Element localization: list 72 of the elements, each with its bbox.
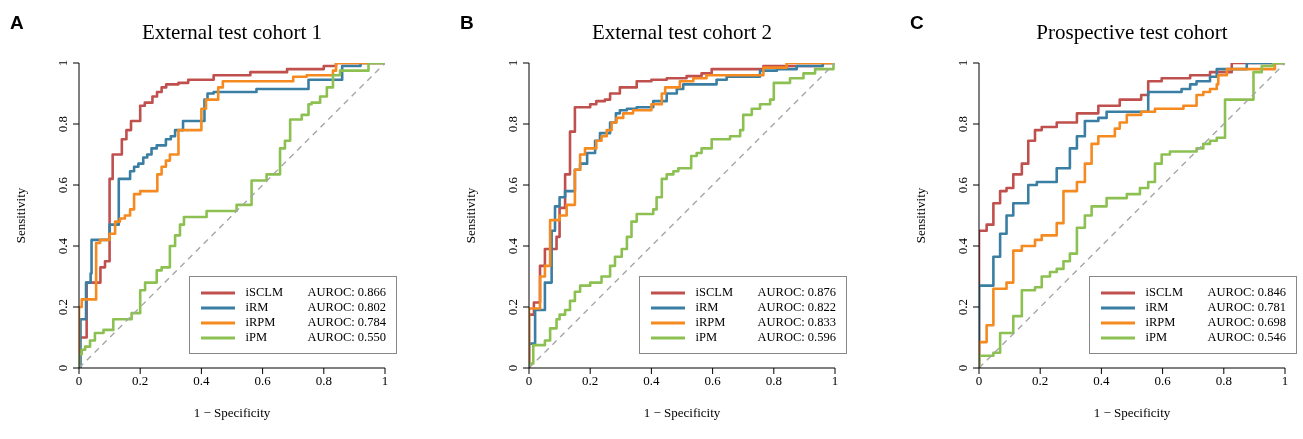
annotation: AUROC: 0.876	[757, 285, 836, 300]
annotation: AUROC: 0.698	[1207, 315, 1286, 330]
x-axis-title: 1 − Specificity	[643, 405, 721, 420]
text: A	[10, 12, 24, 34]
annotation: AUROC: 0.833	[757, 315, 836, 330]
x-tick-label: 0	[975, 373, 983, 389]
y-tick-label: 0.2	[55, 298, 70, 316]
y-tick-label: 0.4	[955, 237, 970, 255]
legend-label: iRM	[695, 300, 720, 315]
chart-title: Prospective test cohort	[1035, 20, 1229, 45]
x-tick-label: 0.8	[765, 373, 782, 389]
y-tick-label: 0.2	[955, 298, 970, 316]
y-tick-label: 0.6	[55, 176, 70, 194]
annotation: AUROC: 0.846	[1207, 285, 1286, 300]
x-tick-label: 0.2	[582, 373, 599, 389]
y-axis-title: Sensitivity	[912, 187, 928, 244]
x-tick-label: 1	[381, 373, 389, 389]
legend-label: iPM	[1145, 330, 1169, 345]
annotation: AUROC: 0.596	[757, 330, 836, 345]
y-tick-label: 0.4	[55, 237, 70, 255]
y-tick-label: 0.8	[55, 115, 70, 133]
y-axis-title: Sensitivity	[12, 187, 28, 244]
annotation: AUROC: 0.802	[307, 300, 386, 315]
x-tick-label: 1	[1281, 373, 1289, 389]
y-tick-label: 1	[505, 59, 520, 67]
y-tick-label: 0.6	[955, 176, 970, 194]
y-tick-label: 1	[955, 59, 970, 67]
x-tick-label: 0.2	[132, 373, 149, 389]
y-tick-label: 0	[505, 364, 520, 372]
y-axis-title: Sensitivity	[462, 187, 478, 244]
x-tick-label: 0	[525, 373, 533, 389]
y-tick-label: 1	[55, 59, 70, 67]
chart-title: External test cohort 1	[140, 20, 324, 45]
y-tick-label: 0.8	[505, 115, 520, 133]
legend-label: iRM	[245, 300, 270, 315]
annotation: AUROC: 0.550	[307, 330, 386, 345]
x-tick-label: 1	[831, 373, 839, 389]
x-tick-label: 0.4	[1093, 373, 1111, 389]
chart-title: External test cohort 2	[590, 20, 774, 45]
y-tick-label: 0.8	[955, 115, 970, 133]
y-tick-label: 0.2	[505, 298, 520, 316]
legend-label: iRPM	[695, 315, 727, 330]
x-tick-label: 0.6	[1154, 373, 1172, 389]
x-tick-label: 0	[75, 373, 83, 389]
x-tick-label: 0.6	[704, 373, 722, 389]
annotation: AUROC: 0.866	[307, 285, 386, 300]
y-tick-label: 0.6	[505, 176, 520, 194]
legend-label: iRPM	[245, 315, 277, 330]
x-tick-label: 0.2	[1032, 373, 1049, 389]
legend-label: iSCLM	[245, 285, 285, 300]
annotation: AUROC: 0.546	[1207, 330, 1286, 345]
legend-label: iSCLM	[1145, 285, 1185, 300]
y-tick-label: 0.4	[505, 237, 520, 255]
x-tick-label: 0.8	[1215, 373, 1232, 389]
x-tick-label: 0.8	[315, 373, 332, 389]
annotation: AUROC: 0.781	[1207, 300, 1286, 315]
x-tick-label: 0.4	[193, 373, 211, 389]
legend-label: iRM	[1145, 300, 1170, 315]
legend-label: iPM	[695, 330, 719, 345]
text: C	[910, 12, 924, 34]
annotation: AUROC: 0.822	[757, 300, 836, 315]
legend-label: iPM	[245, 330, 269, 345]
x-tick-label: 0.4	[643, 373, 661, 389]
y-tick-label: 0	[955, 364, 970, 372]
x-axis-title: 1 − Specificity	[193, 405, 271, 420]
y-tick-label: 0	[55, 364, 70, 372]
x-tick-label: 0.6	[254, 373, 272, 389]
x-axis-title: 1 − Specificity	[1093, 405, 1171, 420]
annotation: AUROC: 0.784	[307, 315, 386, 330]
legend-label: iRPM	[1145, 315, 1177, 330]
text: B	[460, 12, 474, 34]
legend-label: iSCLM	[695, 285, 735, 300]
